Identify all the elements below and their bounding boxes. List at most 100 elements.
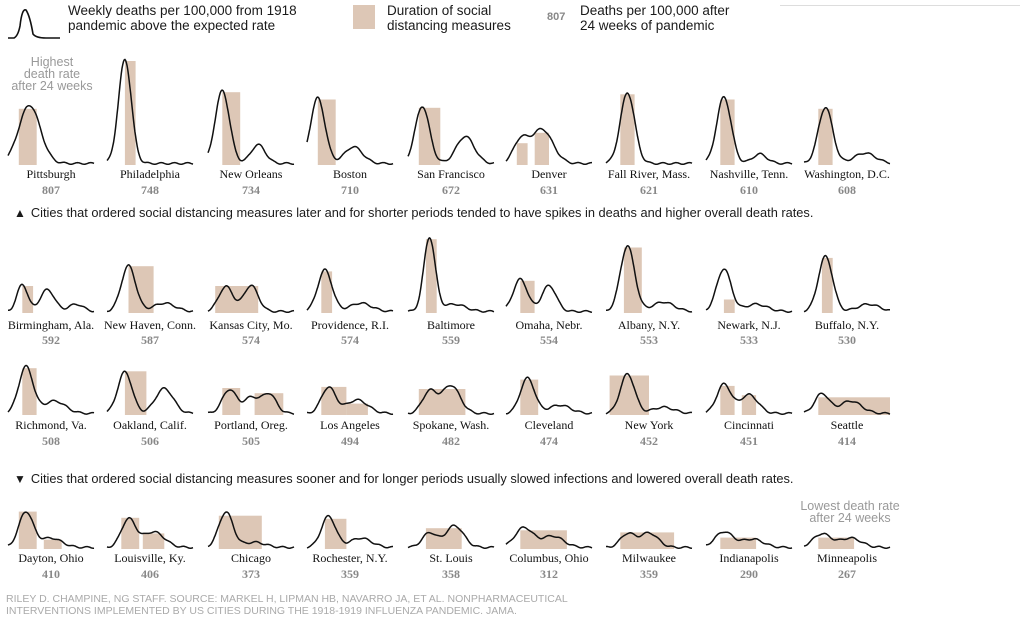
city-deaths: 406 [141,567,159,581]
legend-number-label-1: Deaths per 100,000 after [580,3,730,18]
death-curve [606,531,693,550]
city-chart: San Francisco 672 [407,106,495,197]
distancing-bar [818,537,855,549]
distancing-bar [425,528,462,549]
city-deaths: 359 [341,567,359,581]
distancing-bar [142,533,165,549]
city-name: Rochester, N.Y. [312,551,387,565]
legend-line-icon [8,9,60,39]
city-name: Washington, D.C. [804,167,890,181]
city-chart: Pittsburgh 807 [7,104,95,197]
distancing-bar [218,515,262,549]
city-name: Pittsburgh [26,167,75,181]
city-deaths: 710 [341,183,359,197]
city-deaths: 358 [442,567,460,581]
city-chart: Columbus, Ohio 312 [505,526,593,581]
death-curve [106,370,194,415]
city-name: Portland, Oreg. [214,418,288,432]
city-name: Los Angeles [320,418,380,432]
city-chart: Omaha, Nebr.554 [505,277,593,347]
distancing-bar [121,517,140,549]
city-deaths: 608 [838,183,856,197]
death-curve [705,95,793,165]
death-curve [505,526,593,549]
city-name: Baltimore [427,318,475,332]
city-deaths: 734 [242,183,260,197]
note-later: ▲ Cities that ordered social distancing m… [14,205,814,220]
death-curve [8,283,95,313]
city-deaths: 359 [640,567,658,581]
death-curve [7,364,95,415]
city-deaths: 631 [540,183,558,197]
distancing-bar [720,99,735,165]
city-deaths: 592 [42,333,60,347]
city-name: Newark, N.J. [717,318,780,332]
city-chart: New York 452 [605,372,693,448]
city-chart: Los Angeles 494 [307,386,394,448]
city-name: Richmond, Va. [15,418,86,432]
city-deaths: 451 [740,434,758,448]
city-chart: New Orleans 734 [207,89,295,197]
city-chart: Kansas City, Mo.574 [207,284,295,347]
city-deaths: 533 [740,333,758,347]
legend-number-label-2: 24 weeks of pandemic [580,18,715,33]
city-deaths: 574 [242,333,260,347]
highest-note: Highest death rate after 24 weeks [11,55,93,93]
city-deaths: 290 [740,567,758,581]
city-chart: Nashville, Tenn. 610 [705,95,793,197]
city-name: Omaha, Nebr. [516,318,583,332]
city-name: Oakland, Calif. [113,418,187,432]
death-curve [505,127,592,166]
distancing-bar [720,385,735,415]
city-chart: Oakland, Calif. 506 [106,370,194,448]
city-deaths: 267 [838,567,856,581]
city-chart: Louisville, Ky. 406 [106,516,194,581]
distancing-bar [620,94,635,165]
death-curve [803,392,891,415]
death-curve [7,104,95,166]
death-curve [107,263,194,313]
city-name: Albany, N.Y. [618,318,680,332]
city-name: Milwaukee [622,551,676,565]
city-name: Chicago [231,551,271,565]
city-chart: St. Louis 358 [407,524,495,581]
distancing-bar [741,395,757,415]
death-curve [605,372,693,415]
city-name: Dayton, Ohio [18,551,83,565]
death-curve [803,532,891,549]
city-name: Cincinnati [724,418,775,432]
distancing-bar [516,143,528,165]
distancing-bar [818,108,833,165]
death-curve [407,524,495,549]
distancing-bar [346,403,368,415]
death-curve [307,386,394,415]
distancing-bar [720,537,757,549]
distancing-bar [321,271,333,313]
city-name: Birmingham, Ala. [8,318,94,332]
death-curve [7,511,95,550]
death-curve [606,245,693,313]
city-name: Cleveland [525,418,574,432]
city-chart: Dayton, Ohio 410 [7,511,95,581]
city-chart: Washington, D.C. 608 [803,107,891,197]
death-curve [505,376,593,415]
death-curve [306,268,394,313]
city-chart: Boston 710 [306,96,394,197]
city-chart: Cleveland 474 [505,376,593,448]
note-sooner: ▼ Cities that ordered social distancing m… [14,471,794,486]
city-name: Kansas City, Mo. [209,318,292,332]
death-curve [407,236,495,313]
credit: RILEY D. CHAMPINE, NG STAFF. SOURCE: MAR… [6,593,568,617]
distancing-bar [425,239,437,313]
legend-bar-swatch [353,5,375,29]
death-curve [106,516,194,549]
city-name: Philadelphia [120,167,181,181]
city-chart: Milwaukee 359 [606,531,693,581]
city-chart: Seattle 414 [803,392,891,448]
city-deaths: 807 [42,183,60,197]
distancing-bar [324,518,347,549]
city-deaths: 748 [141,183,159,197]
legend-bar-label-1: Duration of social [387,3,492,18]
city-deaths: 574 [341,333,359,347]
distancing-bar [821,257,833,313]
